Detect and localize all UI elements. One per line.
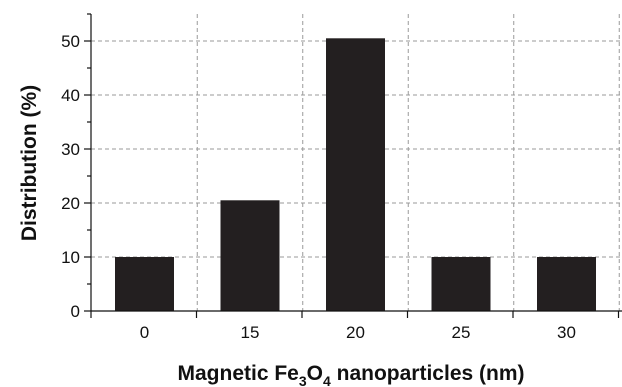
x-tick-label: 0 — [140, 323, 149, 342]
y-axis-title: Distribution (%) — [18, 85, 41, 241]
grid-lines — [91, 14, 622, 311]
bar — [220, 200, 280, 311]
y-tick-label: 10 — [61, 248, 80, 267]
y-tick-label: 30 — [61, 140, 80, 159]
x-tick-label: 20 — [346, 323, 365, 342]
x-axis-title: Magnetic Fe3O4 nanoparticles (nm) — [178, 362, 525, 387]
y-tick-label: 0 — [71, 302, 80, 321]
tick-labels: 0 10 20 30 40 50 0 15 20 25 30 — [61, 32, 576, 342]
bar — [115, 257, 174, 311]
y-tick-label: 40 — [61, 86, 80, 105]
bar — [537, 257, 596, 311]
bars — [115, 38, 596, 312]
x-tick-label: 30 — [557, 323, 576, 342]
y-tick-label: 50 — [61, 32, 80, 51]
tick-marks — [84, 13, 620, 318]
y-tick-label: 20 — [61, 194, 80, 213]
bar — [326, 38, 385, 312]
x-tick-label: 15 — [241, 323, 260, 342]
x-tick-label: 25 — [452, 323, 471, 342]
axes — [90, 14, 622, 312]
bar — [431, 257, 491, 311]
